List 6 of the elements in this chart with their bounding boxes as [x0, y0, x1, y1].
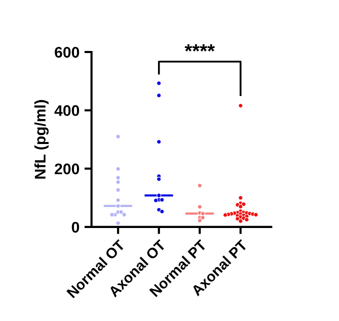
- y-tick-label: 0: [72, 222, 80, 233]
- text: ****: [184, 44, 215, 52]
- y-axis-title: NfL (pg/ml): [34, 100, 49, 179]
- y-tick-label: 200: [54, 164, 80, 174]
- y-tick-label: 600: [54, 46, 80, 58]
- y-tick-label: 400: [54, 105, 80, 116]
